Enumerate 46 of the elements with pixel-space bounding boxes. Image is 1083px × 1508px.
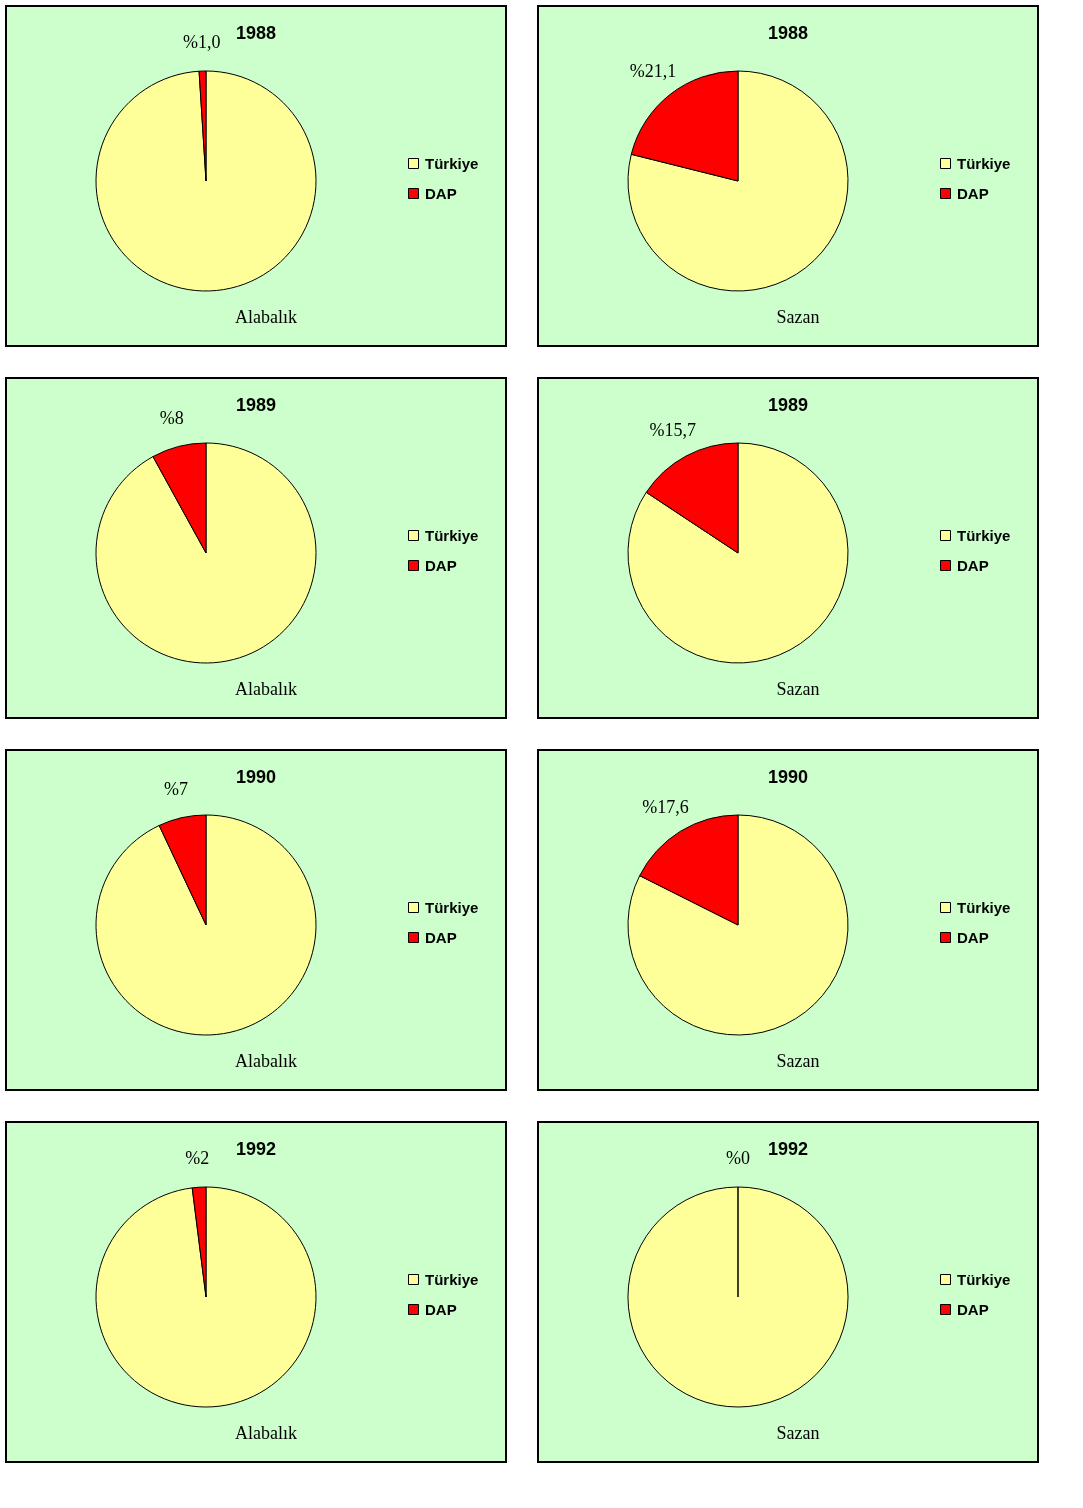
chart-title: 1989 [235,395,277,415]
data-label: %2 [185,1148,210,1169]
pie-slice [627,814,849,1036]
legend-label: DAP [957,1300,989,1318]
pie-slice [95,442,317,664]
legend-label: DAP [425,1300,457,1318]
legend-label: DAP [957,928,989,946]
chart-title: 1990 [235,767,277,787]
legend-label: Türkiye [957,898,1011,916]
legend-label: DAP [425,556,457,574]
text: Alabalık [235,679,297,699]
legend-label: DAP [425,184,457,202]
data-label: %8 [159,408,184,429]
legend-label: Türkiye [957,154,1011,172]
legend-label: Türkiye [957,526,1011,544]
data-label: %17,6 [642,796,689,817]
pie-slice [95,70,317,292]
text: Alabalık [235,307,297,327]
legend-label: DAP [425,928,457,946]
legend-label: Türkiye [425,154,479,172]
text: Sazan [776,1051,820,1071]
chart-title: 1990 [767,767,809,787]
pie-slice [95,814,317,1036]
pie-slice [627,442,849,664]
chart-title: 1988 [767,23,809,43]
data-label: %7 [163,779,188,800]
chart-title: 1992 [235,1139,277,1159]
chart-title: 1992 [767,1139,809,1159]
legend-label: Türkiye [425,526,479,544]
legend-label: Türkiye [425,1270,479,1288]
pie-slice [95,1186,317,1408]
text: %0 [726,1148,750,1168]
data-label: %15,7 [649,420,696,441]
data-label: %21,1 [629,61,677,82]
chart-title: 1988 [235,23,277,43]
chart-title: 1989 [767,395,809,415]
legend-label: Türkiye [957,1270,1011,1288]
legend-label: DAP [957,556,989,574]
text: Sazan [776,679,820,699]
text: Sazan [776,307,820,327]
data-label: %1,0 [182,32,221,53]
text: Alabalık [235,1051,297,1071]
legend-label: DAP [957,184,989,202]
text: Sazan [776,1423,820,1443]
text: Alabalık [235,1423,297,1443]
legend-label: Türkiye [425,898,479,916]
